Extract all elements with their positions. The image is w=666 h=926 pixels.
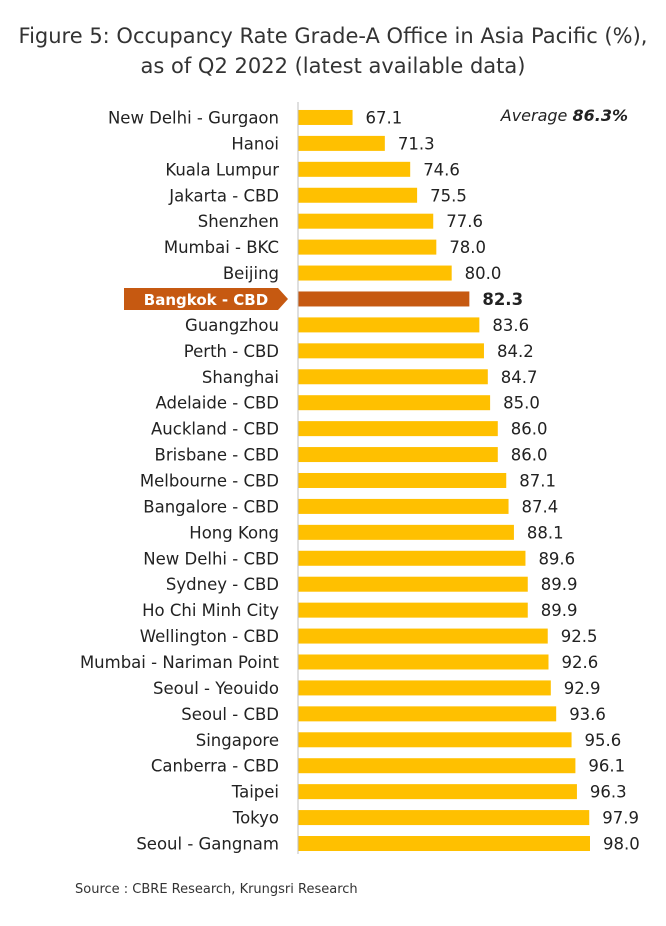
data-bar xyxy=(298,472,507,488)
data-label: 85.0 xyxy=(503,394,540,413)
data-bar xyxy=(298,421,498,437)
category-label: Seoul - Gangnam xyxy=(136,835,279,854)
category-label: Singapore xyxy=(196,731,279,750)
data-bar xyxy=(298,784,577,800)
data-bar xyxy=(298,628,548,644)
data-label: 77.6 xyxy=(446,212,483,231)
data-bar xyxy=(298,265,452,281)
highlight-label-arrow xyxy=(124,287,288,310)
category-label: Auckland - CBD xyxy=(151,420,279,439)
category-label: Adelaide - CBD xyxy=(155,394,279,413)
data-label: 92.9 xyxy=(564,679,601,698)
data-label: 86.0 xyxy=(511,446,548,465)
average-annotation: Average 86.3% xyxy=(500,106,628,125)
data-label: 82.3 xyxy=(482,290,523,309)
data-label: 96.1 xyxy=(588,757,625,776)
category-label: Shenzhen xyxy=(198,212,279,231)
category-label: Perth - CBD xyxy=(184,342,279,361)
category-label: Beijing xyxy=(223,264,279,283)
category-label: Mumbai - Nariman Point xyxy=(80,653,280,672)
data-label: 84.2 xyxy=(497,342,534,361)
data-bar xyxy=(298,447,498,463)
category-label: Melbourne - CBD xyxy=(140,471,279,490)
source-note: Source : CBRE Research, Krungsri Researc… xyxy=(75,882,358,897)
data-label: 86.0 xyxy=(511,420,548,439)
data-label: 89.9 xyxy=(541,601,578,620)
data-bar xyxy=(298,758,576,774)
data-bar xyxy=(298,369,488,385)
data-label: 95.6 xyxy=(585,731,622,750)
data-label: 87.4 xyxy=(522,497,559,516)
data-bar xyxy=(298,706,557,722)
category-label: New Delhi - Gurgaon xyxy=(108,108,279,127)
category-label: Wellington - CBD xyxy=(140,627,279,646)
category-label: Shanghai xyxy=(202,368,279,387)
data-label: 88.1 xyxy=(527,523,564,542)
data-label: 97.9 xyxy=(602,809,639,828)
data-bar xyxy=(298,161,411,177)
data-bar xyxy=(298,810,590,826)
data-label: 75.5 xyxy=(430,186,467,205)
data-bar xyxy=(298,317,480,333)
data-bar xyxy=(298,239,437,255)
average-label: Average xyxy=(500,106,568,125)
data-bar xyxy=(298,732,572,748)
data-bar xyxy=(298,550,526,566)
category-label: Canberra - CBD xyxy=(151,757,279,776)
data-label: 74.6 xyxy=(423,160,460,179)
category-label: Mumbai - BKC xyxy=(164,238,279,257)
data-label: 83.6 xyxy=(492,316,529,335)
average-value: 86.3% xyxy=(572,106,628,125)
data-bar xyxy=(298,291,470,307)
category-label: Bangkok - CBD xyxy=(144,291,268,309)
data-label: 78.0 xyxy=(449,238,486,257)
category-label: Ho Chi Minh City xyxy=(142,601,279,620)
category-label: Seoul - CBD xyxy=(181,705,279,724)
data-label: 92.5 xyxy=(561,627,598,646)
category-label: Sydney - CBD xyxy=(166,575,279,594)
data-label: 92.6 xyxy=(562,653,599,672)
data-label: 80.0 xyxy=(465,264,502,283)
data-label: 98.0 xyxy=(603,835,640,854)
category-label: Jakarta - CBD xyxy=(168,186,279,205)
data-bar xyxy=(298,498,509,514)
category-label: Guangzhou xyxy=(185,316,279,335)
chart-title-line1: Figure 5: Occupancy Rate Grade-A Office … xyxy=(18,24,648,48)
data-bar xyxy=(298,576,528,592)
data-bar xyxy=(298,836,590,852)
data-bar xyxy=(298,135,385,151)
data-label: 93.6 xyxy=(569,705,606,724)
data-label: 67.1 xyxy=(366,108,403,127)
data-label: 96.3 xyxy=(590,783,627,802)
category-label: Hanoi xyxy=(231,134,279,153)
category-label: Tokyo xyxy=(232,809,279,828)
category-label: Bangalore - CBD xyxy=(143,497,279,516)
data-label: 71.3 xyxy=(398,134,435,153)
data-label: 89.6 xyxy=(538,549,575,568)
data-bar xyxy=(298,602,528,618)
chart-title-line2: as of Q2 2022 (latest available data) xyxy=(140,54,526,78)
data-bar xyxy=(298,109,353,125)
data-bar xyxy=(298,343,484,359)
data-label: 89.9 xyxy=(541,575,578,594)
data-bar xyxy=(298,395,491,411)
data-bar xyxy=(298,187,418,203)
category-label: Brisbane - CBD xyxy=(155,446,279,465)
category-label: Hong Kong xyxy=(189,523,279,542)
data-bar xyxy=(298,680,551,696)
category-label: Seoul - Yeouido xyxy=(153,679,279,698)
data-bar xyxy=(298,213,434,229)
data-bar xyxy=(298,524,514,540)
data-label: 84.7 xyxy=(501,368,538,387)
data-bar xyxy=(298,654,549,670)
category-label: New Delhi - CBD xyxy=(143,549,279,568)
category-label: Kuala Lumpur xyxy=(165,160,279,179)
data-label: 87.1 xyxy=(519,471,556,490)
category-label: Taipei xyxy=(231,783,279,802)
